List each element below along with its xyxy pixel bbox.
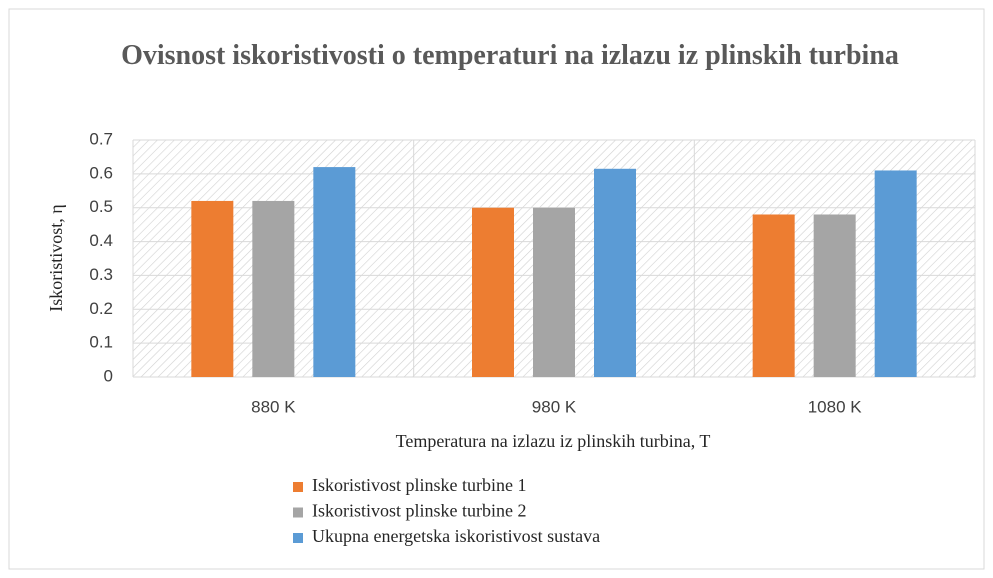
- legend-label: Iskoristivost plinske turbine 1: [312, 475, 527, 495]
- y-tick-label: 0.3: [89, 265, 113, 284]
- legend-label: Iskoristivost plinske turbine 2: [312, 501, 527, 521]
- x-axis-label: Temperatura na izlazu iz plinskih turbin…: [396, 431, 711, 451]
- legend-swatch: [293, 482, 303, 492]
- y-tick-label: 0.4: [89, 231, 113, 250]
- bar: [752, 214, 795, 377]
- bar: [813, 214, 856, 377]
- x-tick-label: 880 K: [251, 397, 296, 416]
- bar: [874, 170, 917, 377]
- y-tick-label: 0: [104, 366, 113, 385]
- y-tick-label: 0.2: [89, 299, 113, 318]
- legend-swatch: [293, 507, 303, 518]
- bar: [594, 168, 636, 377]
- y-tick-label: 0.6: [89, 163, 113, 182]
- legend-swatch: [293, 533, 303, 543]
- bar: [533, 207, 575, 377]
- y-tick-label: 0.1: [89, 333, 113, 352]
- legend-label: Ukupna energetska iskoristivost sustava: [312, 526, 600, 546]
- bar: [313, 167, 356, 377]
- bar: [472, 207, 514, 377]
- x-tick-label: 1080 K: [808, 397, 863, 416]
- y-tick-label: 0.7: [89, 129, 113, 148]
- y-axis-label: Iskoristivost, η: [46, 204, 66, 311]
- y-tick-label: 0.5: [89, 197, 113, 216]
- chart-title: Ovisnost iskoristivosti o temperaturi na…: [121, 40, 899, 71]
- bar: [252, 200, 295, 377]
- x-tick-label: 980 K: [532, 397, 577, 416]
- bar: [191, 200, 234, 377]
